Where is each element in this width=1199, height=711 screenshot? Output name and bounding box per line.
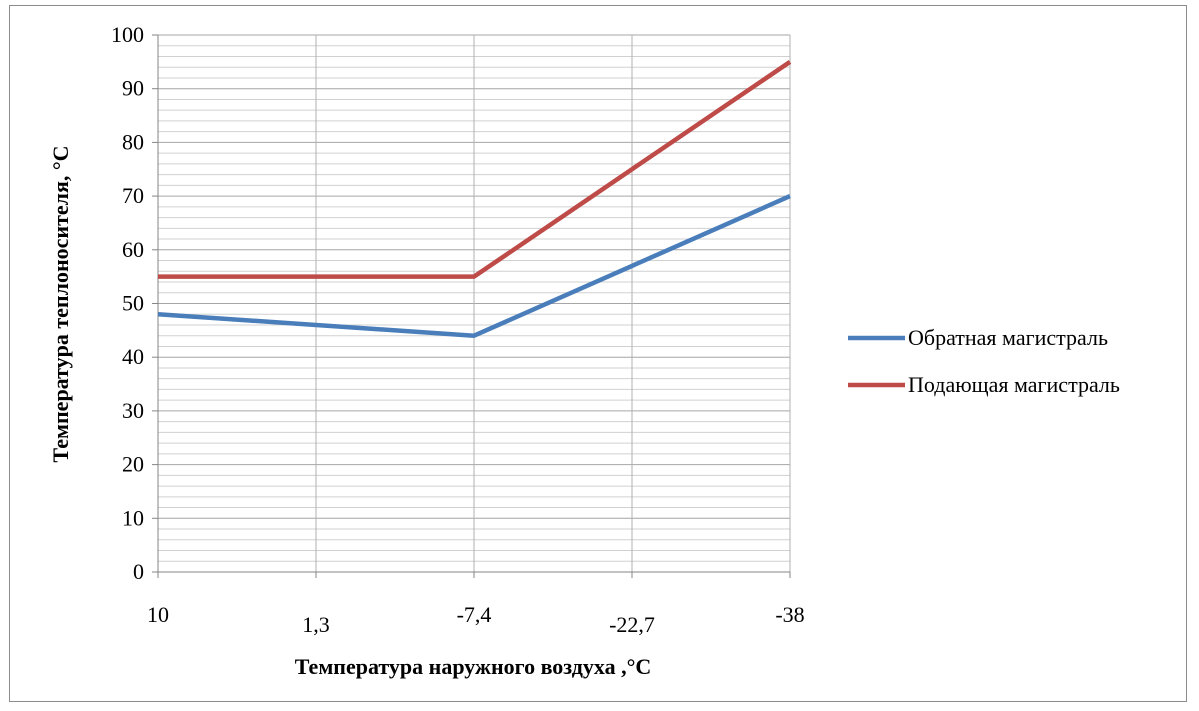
series-lines bbox=[157, 59, 792, 338]
y-tick-label: 70 bbox=[122, 183, 144, 208]
x-tick-label: -7,4 bbox=[457, 602, 492, 627]
y-tick-label: 30 bbox=[122, 398, 144, 423]
legend-label: Подающая магистраль bbox=[908, 372, 1120, 397]
y-tick-label: 20 bbox=[122, 452, 144, 477]
axes bbox=[152, 34, 791, 578]
y-axis-title: Температура теплоносителя, °С bbox=[48, 145, 73, 462]
y-tick-label: 50 bbox=[122, 291, 144, 316]
x-axis-title: Температура наружного воздуха ,°С bbox=[295, 654, 652, 679]
series-line bbox=[157, 194, 791, 338]
x-tick-label: 10 bbox=[147, 602, 169, 627]
legend: Обратная магистраль Подающая магистраль bbox=[848, 325, 1120, 397]
grid-lines bbox=[158, 34, 791, 573]
x-tick-label: -38 bbox=[775, 602, 804, 627]
x-tick-label: -22,7 bbox=[609, 612, 655, 637]
y-tick-label: 40 bbox=[122, 344, 144, 369]
series-line bbox=[158, 59, 792, 279]
y-tick-label: 100 bbox=[111, 22, 144, 47]
y-tick-label: 60 bbox=[122, 237, 144, 262]
x-tick-label: 1,3 bbox=[302, 612, 330, 637]
y-tick-label: 80 bbox=[122, 129, 144, 154]
legend-label: Обратная магистраль bbox=[908, 325, 1108, 350]
axis-titles: Температура наружного воздуха ,°С Темпер… bbox=[48, 145, 651, 679]
y-tick-label: 0 bbox=[133, 559, 144, 584]
y-tick-label: 10 bbox=[122, 505, 144, 530]
y-tick-label: 90 bbox=[122, 76, 144, 101]
